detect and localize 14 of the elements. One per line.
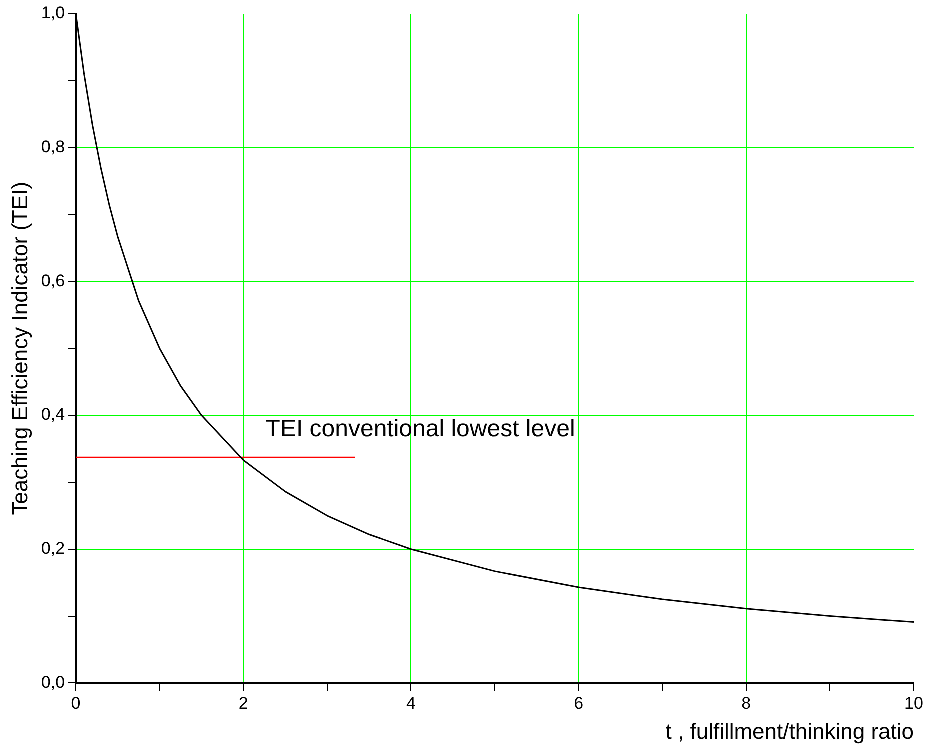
y-tick-label: 0,0 [41, 672, 66, 692]
y-tick-label: 0,4 [41, 405, 66, 424]
y-axis-title: Teaching Efficiency Indicator (TEI) [7, 182, 32, 516]
x-axis-title: t , fulfillment/thinking ratio [666, 718, 914, 744]
y-tick-label: 0,8 [41, 138, 66, 157]
y-tick-label: 1,0 [41, 4, 66, 23]
y-tick-label: 0,2 [41, 539, 66, 558]
x-tick-label: 0 [71, 694, 81, 714]
x-tick-label: 4 [406, 694, 416, 714]
x-tick-label: 2 [238, 694, 248, 714]
x-tick-label: 6 [574, 694, 584, 714]
x-tick-label: 10 [904, 694, 924, 714]
y-tick-label: 0,6 [41, 271, 66, 290]
x-tick-label: 8 [742, 694, 752, 714]
